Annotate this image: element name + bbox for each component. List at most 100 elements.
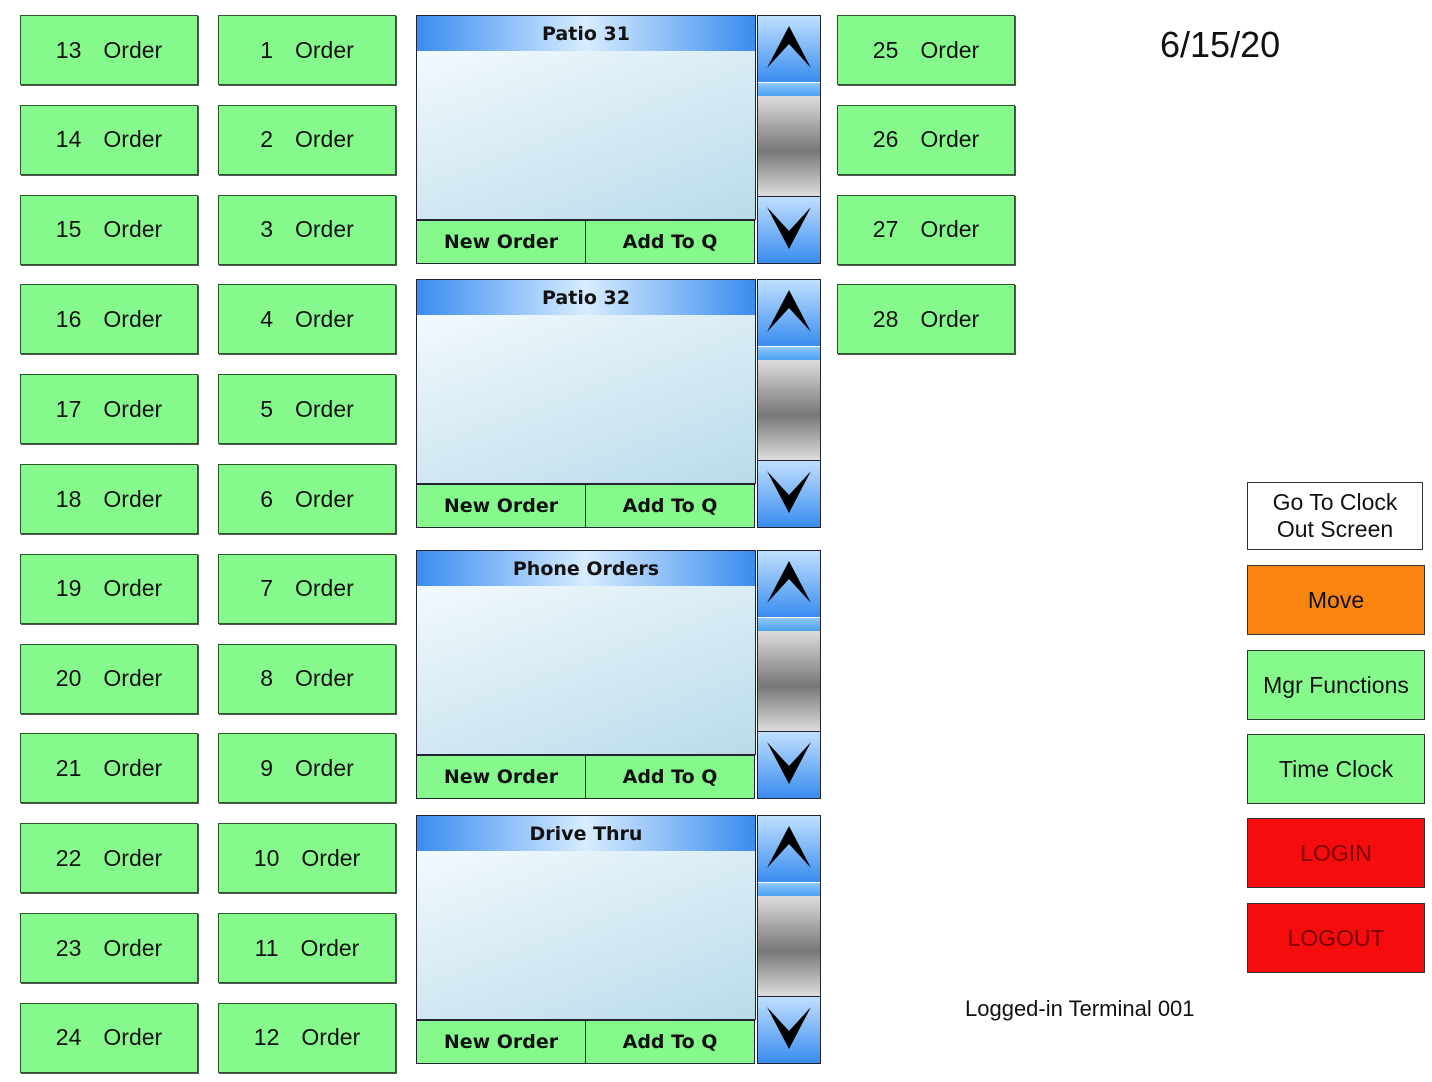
logout-button[interactable]: LOGOUT [1247,903,1425,973]
move-button[interactable]: Move [1247,565,1425,635]
chevron-up-icon [764,557,814,612]
order-number: 14 [55,126,82,153]
order-label: Order [295,126,354,153]
order-number: 5 [260,395,273,422]
login-button[interactable]: LOGIN [1247,818,1425,888]
panel-order-list[interactable] [416,851,756,1020]
panel-title: Patio 31 [416,15,756,52]
order-button-17[interactable]: 17 Order [20,374,198,445]
scrollbar[interactable] [757,815,821,1064]
scroll-up-button[interactable] [758,551,820,617]
scroll-down-button[interactable] [758,731,820,798]
scroll-up-button[interactable] [758,280,820,346]
order-button-20[interactable]: 20 Order [20,643,198,714]
order-number: 15 [55,216,82,243]
order-number: 11 [254,934,279,961]
scroll-thumb[interactable] [758,347,820,360]
order-button-4[interactable]: 4 Order [218,284,396,355]
new-order-button[interactable]: New Order [416,755,586,799]
scroll-down-button[interactable] [758,996,820,1063]
order-button-7[interactable]: 7 Order [218,553,396,624]
add-to-q-button[interactable]: Add To Q [585,484,755,528]
new-order-button[interactable]: New Order [416,484,586,528]
order-button-10[interactable]: 10 Order [218,823,396,894]
scroll-track[interactable] [758,96,820,196]
scrollbar[interactable] [757,15,821,264]
order-button-13[interactable]: 13 Order [20,15,198,85]
panel-order-list[interactable] [416,51,756,220]
scroll-thumb[interactable] [758,618,820,631]
order-button-5[interactable]: 5 Order [218,374,396,445]
order-button-18[interactable]: 18 Order [20,464,198,534]
order-number: 20 [55,665,82,692]
scroll-track[interactable] [758,360,820,460]
scroll-down-button[interactable] [758,460,820,527]
order-button-27[interactable]: 27 Order [837,194,1015,265]
scroll-thumb[interactable] [758,83,820,96]
chevron-down-icon [764,1003,814,1058]
order-button-1[interactable]: 1 Order [218,15,396,85]
scrollbar[interactable] [757,279,821,528]
order-number: 19 [55,575,82,602]
order-label: Order [103,665,163,692]
order-label: Order [301,1024,361,1051]
order-button-6[interactable]: 6 Order [218,464,396,534]
scroll-thumb[interactable] [758,883,820,896]
order-button-23[interactable]: 23 Order [20,913,198,983]
order-label: Order [103,1024,163,1051]
order-label: Order [295,395,354,422]
order-button-28[interactable]: 28 Order [837,284,1015,355]
order-label: Order [295,665,354,692]
order-button-22[interactable]: 22 Order [20,823,198,894]
order-number: 4 [260,305,273,332]
order-button-19[interactable]: 19 Order [20,553,198,624]
order-number: 13 [55,36,82,63]
clock-out-button[interactable]: Go To Clock Out Screen [1247,482,1423,550]
chevron-down-icon [764,738,814,793]
scroll-up-button[interactable] [758,16,820,82]
order-button-16[interactable]: 16 Order [20,284,198,355]
order-button-2[interactable]: 2 Order [218,104,396,175]
order-number: 27 [872,216,899,243]
scroll-down-button[interactable] [758,196,820,263]
order-button-26[interactable]: 26 Order [837,104,1015,175]
order-button-8[interactable]: 8 Order [218,643,396,714]
order-button-9[interactable]: 9 Order [218,733,396,804]
order-button-24[interactable]: 24 Order [20,1002,198,1073]
order-button-11[interactable]: 11 Order [218,913,396,983]
scroll-up-button[interactable] [758,816,820,882]
order-number: 6 [260,485,273,512]
new-order-button[interactable]: New Order [416,1020,586,1064]
order-number: 9 [260,754,273,781]
panel-order-list[interactable] [416,586,756,755]
add-to-q-button[interactable]: Add To Q [585,755,755,799]
mgr-functions-button[interactable]: Mgr Functions [1247,650,1425,720]
scroll-track[interactable] [758,896,820,996]
order-number: 26 [872,126,899,153]
scrollbar[interactable] [757,550,821,799]
order-label: Order [295,485,354,512]
order-button-3[interactable]: 3 Order [218,194,396,265]
order-button-25[interactable]: 25 Order [837,15,1015,85]
order-button-14[interactable]: 14 Order [20,104,198,175]
order-label: Order [920,216,980,243]
new-order-button[interactable]: New Order [416,220,586,264]
panel-title: Phone Orders [416,550,756,587]
scroll-track[interactable] [758,631,820,731]
table-panel: Patio 31 New Order Add To Q [416,15,821,264]
add-to-q-button[interactable]: Add To Q [585,220,755,264]
table-panel: Drive Thru New Order Add To Q [416,815,821,1064]
order-label: Order [295,305,354,332]
order-number: 23 [55,934,82,961]
terminal-status: Logged-in Terminal 001 [965,996,1195,1021]
order-button-21[interactable]: 21 Order [20,733,198,804]
add-to-q-button[interactable]: Add To Q [585,1020,755,1064]
order-label: Order [300,934,360,961]
order-button-12[interactable]: 12 Order [218,1002,396,1073]
panel-order-list[interactable] [416,315,756,484]
table-panel: Patio 32 New Order Add To Q [416,279,821,528]
order-button-15[interactable]: 15 Order [20,194,198,265]
order-label: Order [103,216,163,243]
time-clock-button[interactable]: Time Clock [1247,734,1425,804]
order-label: Order [301,844,361,871]
